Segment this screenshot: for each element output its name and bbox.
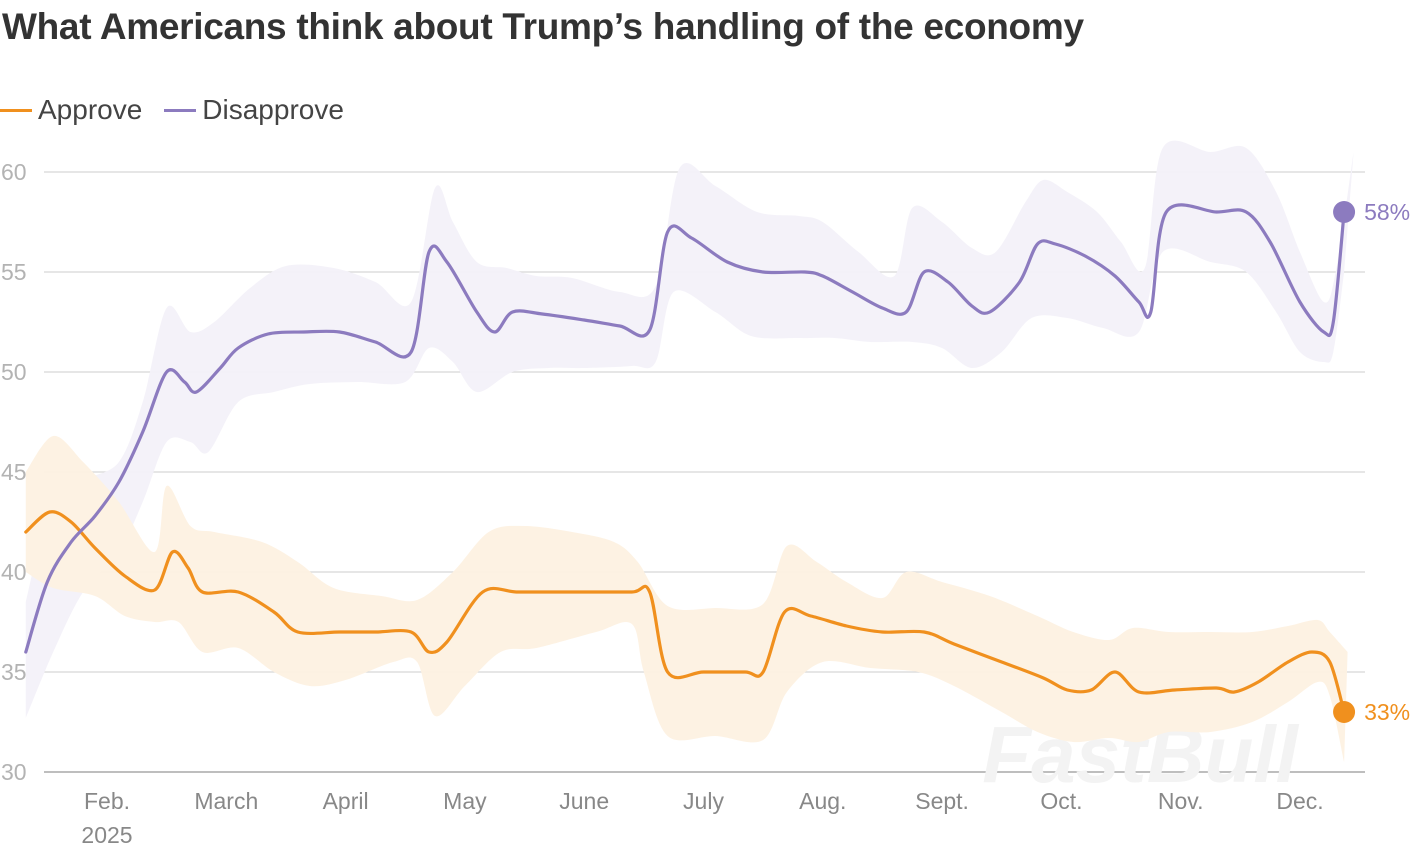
x-tick-label-march: March	[194, 788, 258, 814]
legend-item-disapprove: Disapprove	[164, 94, 344, 126]
confidence-band-approve	[25, 435, 1348, 762]
series-line-approve	[24, 510, 1346, 714]
x-tick-sublabel-year: 2025	[81, 822, 132, 848]
legend-label-approve: Approve	[38, 94, 143, 125]
y-tick-label-30: 30	[1, 759, 27, 785]
x-tick-label-aug: Aug.	[799, 788, 846, 814]
x-tick-label-oct: Oct.	[1040, 788, 1082, 814]
end-label-approve: 33%	[1364, 699, 1410, 725]
legend-item-approve: Approve	[0, 94, 142, 126]
legend-swatch-approve	[0, 108, 32, 112]
x-tick-label-july: July	[683, 788, 724, 814]
end-marker-disapprove	[1333, 201, 1356, 223]
band-layer	[25, 140, 1354, 762]
x-tick-label-dec: Dec.	[1276, 788, 1323, 814]
y-tick-label-45: 45	[1, 459, 27, 485]
x-tick-label-may: May	[443, 788, 487, 814]
y-axis-labels: 30 35 40 45 50 55 60	[1, 159, 27, 785]
x-tick-label-nov: Nov.	[1158, 788, 1204, 814]
end-markers: 33% 58%	[1333, 199, 1410, 725]
y-tick-label-50: 50	[1, 359, 27, 385]
x-tick-label-april: April	[323, 788, 369, 814]
chart-legend: Approve Disapprove	[0, 94, 366, 126]
legend-label-disapprove: Disapprove	[202, 94, 344, 125]
x-axis-labels: Feb. 2025 March April May June July Aug. Sept. Oc…	[81, 788, 1323, 848]
chart-title: What Americans think about Trump’s handl…	[2, 6, 1084, 47]
y-tick-label-40: 40	[1, 559, 27, 585]
x-tick-label-sept: Sept.	[915, 788, 969, 814]
confidence-band-disapprove	[25, 140, 1354, 718]
y-tick-label-55: 55	[1, 259, 27, 285]
x-tick-label-feb: Feb.	[84, 788, 130, 814]
end-label-disapprove: 58%	[1364, 199, 1410, 225]
y-tick-label-60: 60	[1, 159, 27, 185]
legend-swatch-disapprove	[164, 108, 197, 112]
series-line-disapprove	[24, 203, 1346, 654]
x-tick-label-june: June	[559, 788, 609, 814]
y-tick-label-35: 35	[1, 659, 27, 685]
end-marker-approve	[1333, 701, 1356, 723]
line-layer	[24, 203, 1346, 714]
